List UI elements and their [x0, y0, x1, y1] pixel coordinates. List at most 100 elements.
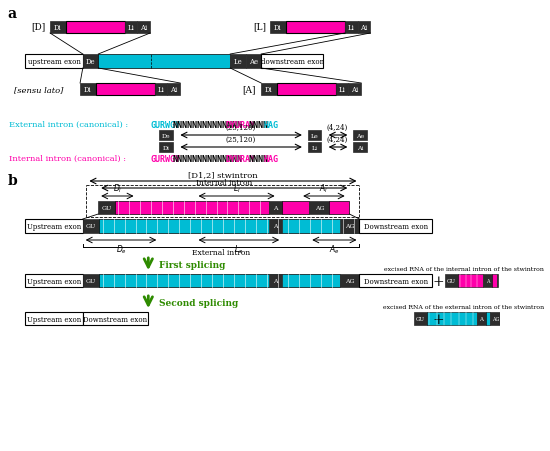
Bar [445, 274, 458, 287]
Bar [230, 55, 246, 69]
Bar [329, 202, 349, 215]
Bar [80, 84, 96, 96]
Text: DYURAY: DYURAY [226, 120, 256, 129]
Bar [492, 274, 497, 287]
Bar [270, 22, 285, 34]
Text: A: A [273, 278, 278, 283]
Bar [96, 84, 155, 96]
Text: AG: AG [315, 206, 324, 211]
Bar [138, 22, 150, 34]
Bar [99, 274, 340, 287]
Bar [307, 143, 321, 152]
Bar [349, 84, 361, 96]
Bar [270, 202, 282, 215]
Text: a: a [7, 7, 16, 21]
Text: GU: GU [447, 278, 456, 283]
Text: NNNNNNNNNNNNNN: NNNNNNNNNNNNNN [173, 154, 243, 163]
Text: DYURAY: DYURAY [226, 154, 256, 163]
Bar [336, 84, 349, 96]
Text: Second splicing: Second splicing [160, 298, 239, 307]
Bar [25, 220, 83, 234]
Text: GURWGY: GURWGY [150, 120, 180, 129]
Text: GU: GU [86, 224, 96, 229]
Text: Downstream exon: Downstream exon [364, 222, 428, 230]
Bar [98, 202, 114, 215]
Bar [277, 84, 336, 96]
Text: Upstream exon: Upstream exon [26, 222, 81, 230]
Text: (25,120): (25,120) [226, 136, 256, 144]
Bar [65, 22, 125, 34]
Bar [270, 220, 282, 234]
Text: De: De [162, 133, 170, 138]
Bar [98, 55, 230, 69]
Text: [sensu lato]: [sensu lato] [14, 86, 63, 94]
Text: (4,24): (4,24) [327, 124, 348, 132]
Bar [353, 131, 367, 141]
Text: External intron: External intron [192, 249, 250, 257]
Text: Di: Di [274, 24, 282, 32]
Text: (4,24): (4,24) [327, 136, 348, 144]
Text: Ai: Ai [356, 145, 363, 150]
Text: Upstream exon: Upstream exon [26, 277, 81, 285]
Text: Li: Li [348, 24, 355, 32]
Text: GU: GU [101, 206, 112, 211]
Bar [50, 22, 65, 34]
Text: Li: Li [339, 86, 345, 94]
Text: Di: Di [84, 86, 92, 94]
Bar [359, 274, 432, 287]
Text: HAG: HAG [263, 120, 278, 129]
Text: Downstream exon: Downstream exon [364, 277, 428, 285]
Bar [483, 274, 492, 287]
Text: Di: Di [265, 86, 273, 94]
Bar [353, 143, 367, 152]
Text: AG: AG [345, 278, 355, 283]
Text: Ae: Ae [249, 58, 258, 66]
Text: Ai: Ai [351, 86, 359, 94]
Bar [307, 131, 321, 141]
Bar [167, 84, 180, 96]
Bar [458, 274, 483, 287]
Text: Li: Li [158, 86, 164, 94]
Text: Downstream exon: Downstream exon [84, 315, 147, 323]
Text: upstream exon: upstream exon [28, 58, 81, 66]
Bar [83, 220, 99, 234]
Text: $A_e$: $A_e$ [328, 244, 339, 256]
Text: $L_e$: $L_e$ [234, 244, 243, 256]
Bar [340, 274, 359, 287]
Text: De: De [86, 58, 95, 66]
Text: excised RNA of the internal intron of the stwintron: excised RNA of the internal intron of th… [384, 267, 544, 272]
Text: $D_e$: $D_e$ [116, 244, 127, 256]
Text: Li: Li [128, 24, 134, 32]
Text: A: A [273, 206, 278, 211]
Bar [160, 143, 173, 152]
Bar [414, 312, 427, 325]
Text: excised RNA of the external intron of the stwintron: excised RNA of the external intron of th… [383, 304, 544, 309]
Bar [83, 312, 148, 325]
Text: NNNN: NNNN [248, 154, 268, 163]
Bar [25, 55, 83, 69]
Text: Ae: Ae [356, 133, 364, 138]
Text: HAG: HAG [263, 154, 278, 163]
Bar [99, 220, 359, 234]
Bar [477, 312, 486, 325]
Text: Le: Le [311, 133, 318, 138]
Bar [261, 84, 277, 96]
Text: $D_i$: $D_i$ [113, 182, 122, 194]
Text: NNNN: NNNN [248, 120, 268, 129]
Bar [270, 274, 282, 287]
Text: AG: AG [492, 316, 499, 321]
Bar [282, 202, 309, 215]
Bar [427, 312, 477, 325]
Text: Di: Di [163, 145, 169, 150]
Text: A: A [486, 278, 490, 283]
Bar [261, 55, 323, 69]
Text: First splicing: First splicing [160, 260, 226, 269]
Text: Ai: Ai [360, 24, 367, 32]
Bar [486, 312, 491, 325]
Text: Upstream exon: Upstream exon [26, 315, 81, 323]
Text: [A]: [A] [243, 85, 256, 94]
Text: Ai: Ai [170, 86, 178, 94]
Bar [114, 202, 270, 215]
Text: [D1,2] stwintron: [D1,2] stwintron [188, 170, 258, 179]
Text: A: A [273, 224, 278, 229]
